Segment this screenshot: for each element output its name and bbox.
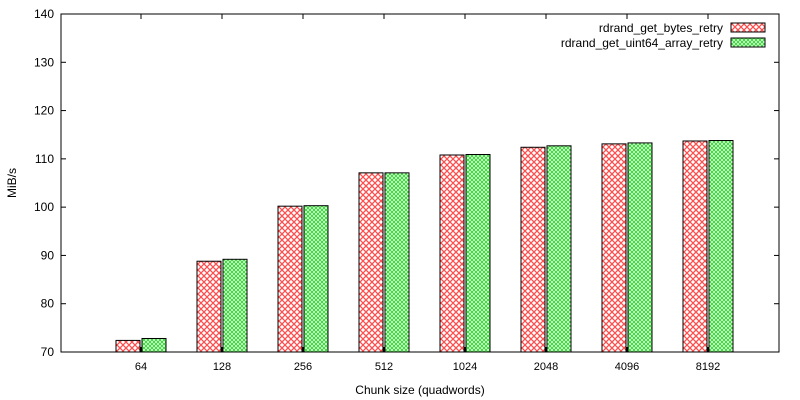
y-tick-label: 140 (34, 7, 54, 21)
legend-swatch-series-2 (730, 37, 766, 48)
x-tick-label-128: 128 (213, 361, 231, 373)
bar-series-1-256 (277, 205, 303, 353)
bar-series-1-2048 (520, 146, 546, 353)
legend-label-series-1: rdrand_get_bytes_retry (599, 21, 723, 35)
x-tick-label-1024: 1024 (453, 361, 477, 373)
bar-series-2-256 (303, 205, 329, 353)
x-axis-title: Chunk size (quadwords) (355, 383, 484, 397)
legend-swatch-series-1 (730, 22, 766, 33)
bar-series-1-512 (358, 172, 384, 353)
bar-series-2-1024 (465, 154, 491, 353)
x-tick-label-64: 64 (135, 361, 147, 373)
x-tick-label-4096: 4096 (615, 361, 639, 373)
bar-series-1-128 (196, 260, 222, 353)
y-tick-label: 100 (34, 200, 54, 214)
bar-series-2-128 (222, 258, 248, 353)
x-tick-label-8192: 8192 (696, 361, 720, 373)
y-tick-label: 120 (34, 104, 54, 118)
bar-series-2-512 (384, 172, 410, 353)
x-tick-label-2048: 2048 (534, 361, 558, 373)
plot-area-border (60, 13, 780, 353)
bar-series-2-4096 (627, 142, 653, 353)
bar-series-1-8192 (682, 140, 708, 353)
y-tick-label: 90 (41, 248, 55, 262)
y-axis-title: MiB/s (5, 168, 19, 198)
y-tick-label: 130 (34, 55, 54, 69)
y-tick-label: 70 (41, 345, 55, 359)
bar-series-2-2048 (546, 145, 572, 353)
bar-series-1-64 (115, 339, 141, 353)
x-tick-label-256: 256 (294, 361, 312, 373)
y-tick-label: 110 (35, 152, 54, 166)
bar-series-1-4096 (601, 143, 627, 353)
y-tick-label: 80 (41, 297, 55, 311)
bar-series-2-8192 (708, 140, 734, 353)
bar-series-1-1024 (439, 154, 465, 353)
bar-series-2-64 (141, 337, 167, 353)
legend: rdrand_get_bytes_retry rdrand_get_uint64… (561, 21, 766, 50)
legend-label-series-2: rdrand_get_uint64_array_retry (561, 36, 723, 50)
x-tick-label-512: 512 (375, 361, 393, 373)
